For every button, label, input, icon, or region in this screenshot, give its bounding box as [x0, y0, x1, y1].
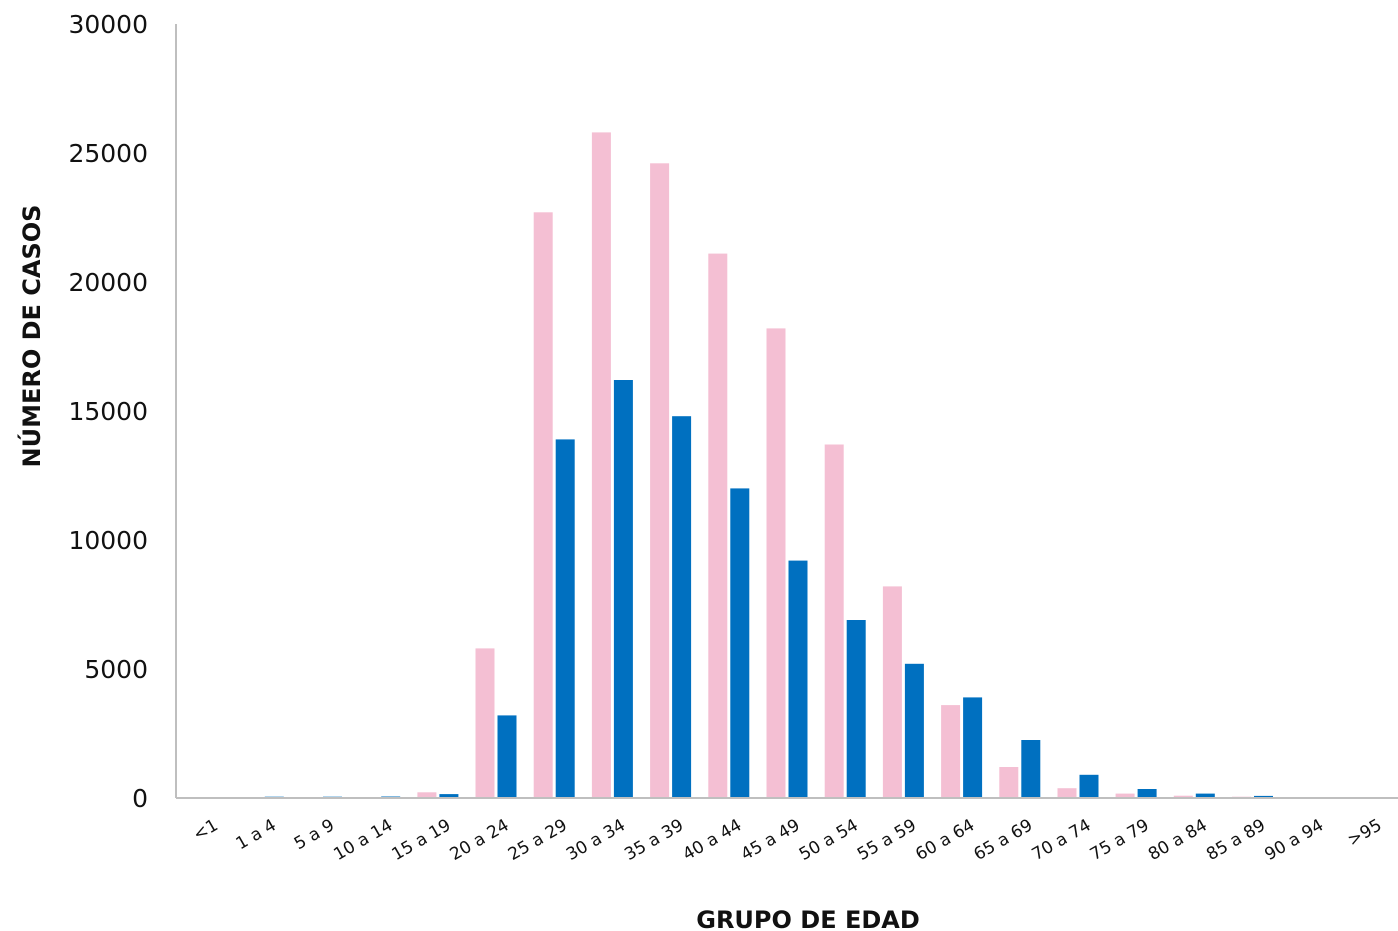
y-axis-title: NÚMERO DE CASOS: [16, 205, 46, 468]
bar-series-1-5: [475, 648, 495, 798]
bar-series-1-11: [824, 444, 844, 798]
bar-series-2-12: [904, 663, 924, 798]
y-tick-label-0: 0: [132, 784, 148, 813]
x-tick-label-3: 10 a 14: [330, 815, 396, 865]
bar-series-1-15: [1057, 788, 1077, 798]
x-tick-label-13: 60 a 64: [912, 815, 978, 865]
x-tick-label-10: 45 a 49: [738, 815, 804, 865]
bar-series-2-13: [963, 697, 983, 798]
x-tick-label-19: 90 a 94: [1261, 815, 1327, 865]
x-tick-label-6: 25 a 29: [505, 815, 571, 865]
bar-series-2-10: [788, 560, 808, 798]
x-tick-label-11: 50 a 54: [796, 815, 862, 865]
x-tick-label-8: 35 a 39: [621, 815, 687, 865]
x-tick-label-20: >95: [1344, 815, 1385, 850]
bar-series-1-7: [591, 132, 611, 798]
x-tick-label-7: 30 a 34: [563, 815, 629, 865]
bar-series-1-17: [1173, 795, 1193, 798]
x-tick-label-9: 40 a 44: [679, 815, 745, 865]
bar-series-2-6: [555, 439, 575, 798]
bar-series-2-14: [1021, 740, 1041, 798]
x-tick-label-4: 15 a 19: [389, 815, 455, 865]
x-tick-label-17: 80 a 84: [1145, 815, 1211, 865]
bar-series-1-13: [941, 705, 961, 798]
bars-group: [184, 132, 1390, 799]
bar-series-2-18: [1254, 795, 1273, 798]
x-tick-label-0: <1: [190, 815, 222, 845]
bar-series-1-10: [766, 328, 786, 798]
y-tick-label-2: 10000: [68, 526, 148, 555]
x-tick-label-12: 55 a 59: [854, 815, 920, 865]
bar-series-2-9: [730, 488, 750, 798]
bar-series-1-8: [650, 163, 670, 799]
x-tick-label-15: 70 a 74: [1029, 815, 1095, 865]
x-tick-label-14: 65 a 69: [970, 815, 1036, 865]
x-tick-label-16: 75 a 79: [1087, 815, 1153, 865]
bar-series-2-17: [1195, 793, 1215, 798]
x-tick-label-1: 1 a 4: [233, 815, 280, 854]
bar-series-1-9: [708, 253, 728, 799]
bar-series-2-4: [439, 794, 459, 798]
bar-series-2-15: [1079, 774, 1099, 798]
y-tick-label-3: 15000: [68, 397, 148, 426]
bar-series-2-5: [497, 715, 517, 798]
y-tick-labels: 0 5000 10000 15000 20000 25000 30000: [68, 10, 148, 813]
bar-series-2-16: [1137, 789, 1157, 798]
y-tick-label-5: 25000: [68, 139, 148, 168]
y-tick-label-4: 20000: [68, 268, 148, 297]
y-tick-label-6: 30000: [68, 10, 148, 39]
bar-series-2-11: [846, 620, 866, 798]
bar-series-1-14: [999, 767, 1019, 798]
bar-series-1-16: [1115, 793, 1135, 798]
bar-series-1-4: [417, 792, 437, 798]
bar-series-2-7: [613, 380, 633, 798]
bar-series-1-6: [533, 212, 553, 799]
bar-series-2-8: [672, 416, 692, 798]
x-tick-label-5: 20 a 24: [447, 815, 513, 865]
bar-series-1-12: [882, 586, 902, 798]
x-tick-label-18: 85 a 89: [1203, 815, 1269, 865]
y-tick-label-1: 5000: [84, 655, 148, 684]
x-axis-title: GRUPO DE EDAD: [696, 906, 920, 931]
